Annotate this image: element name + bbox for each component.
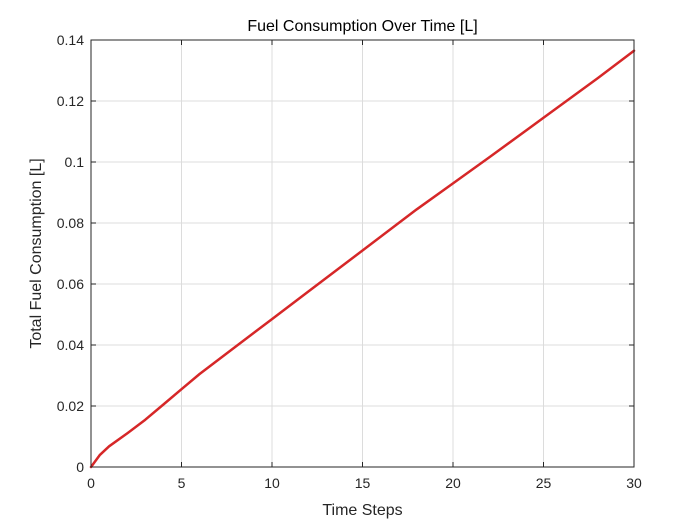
x-tick-label: 10 — [264, 475, 280, 491]
chart-title: Fuel Consumption Over Time [L] — [247, 18, 477, 35]
x-tick-label: 5 — [178, 475, 186, 491]
grid-lines — [91, 40, 634, 467]
y-tick-label: 0.04 — [57, 337, 84, 353]
x-axis-label: Time Steps — [322, 502, 402, 519]
y-tick-label: 0 — [76, 459, 84, 475]
series-layer — [89, 49, 636, 469]
x-tick-label: 20 — [445, 475, 461, 491]
series-line — [89, 49, 636, 469]
y-tick-label: 0.08 — [57, 215, 84, 231]
x-tick-label: 25 — [536, 475, 552, 491]
ticks: 0 5 10 15 20 25 30 0 0.02 0.04 0.06 0.08 0.1 0.12 0.14 — [57, 32, 642, 491]
y-tick-label: 0.12 — [57, 93, 84, 109]
y-axis-label: Total Fuel Consumption [L] — [28, 158, 45, 348]
x-tick-label: 0 — [87, 475, 95, 491]
x-tick-label: 30 — [626, 475, 642, 491]
y-tick-label: 0.02 — [57, 398, 84, 414]
y-tick-label: 0.1 — [65, 154, 85, 170]
x-tick-label: 15 — [355, 475, 371, 491]
y-tick-label: 0.06 — [57, 276, 84, 292]
y-tick-label: 0.14 — [57, 32, 84, 48]
